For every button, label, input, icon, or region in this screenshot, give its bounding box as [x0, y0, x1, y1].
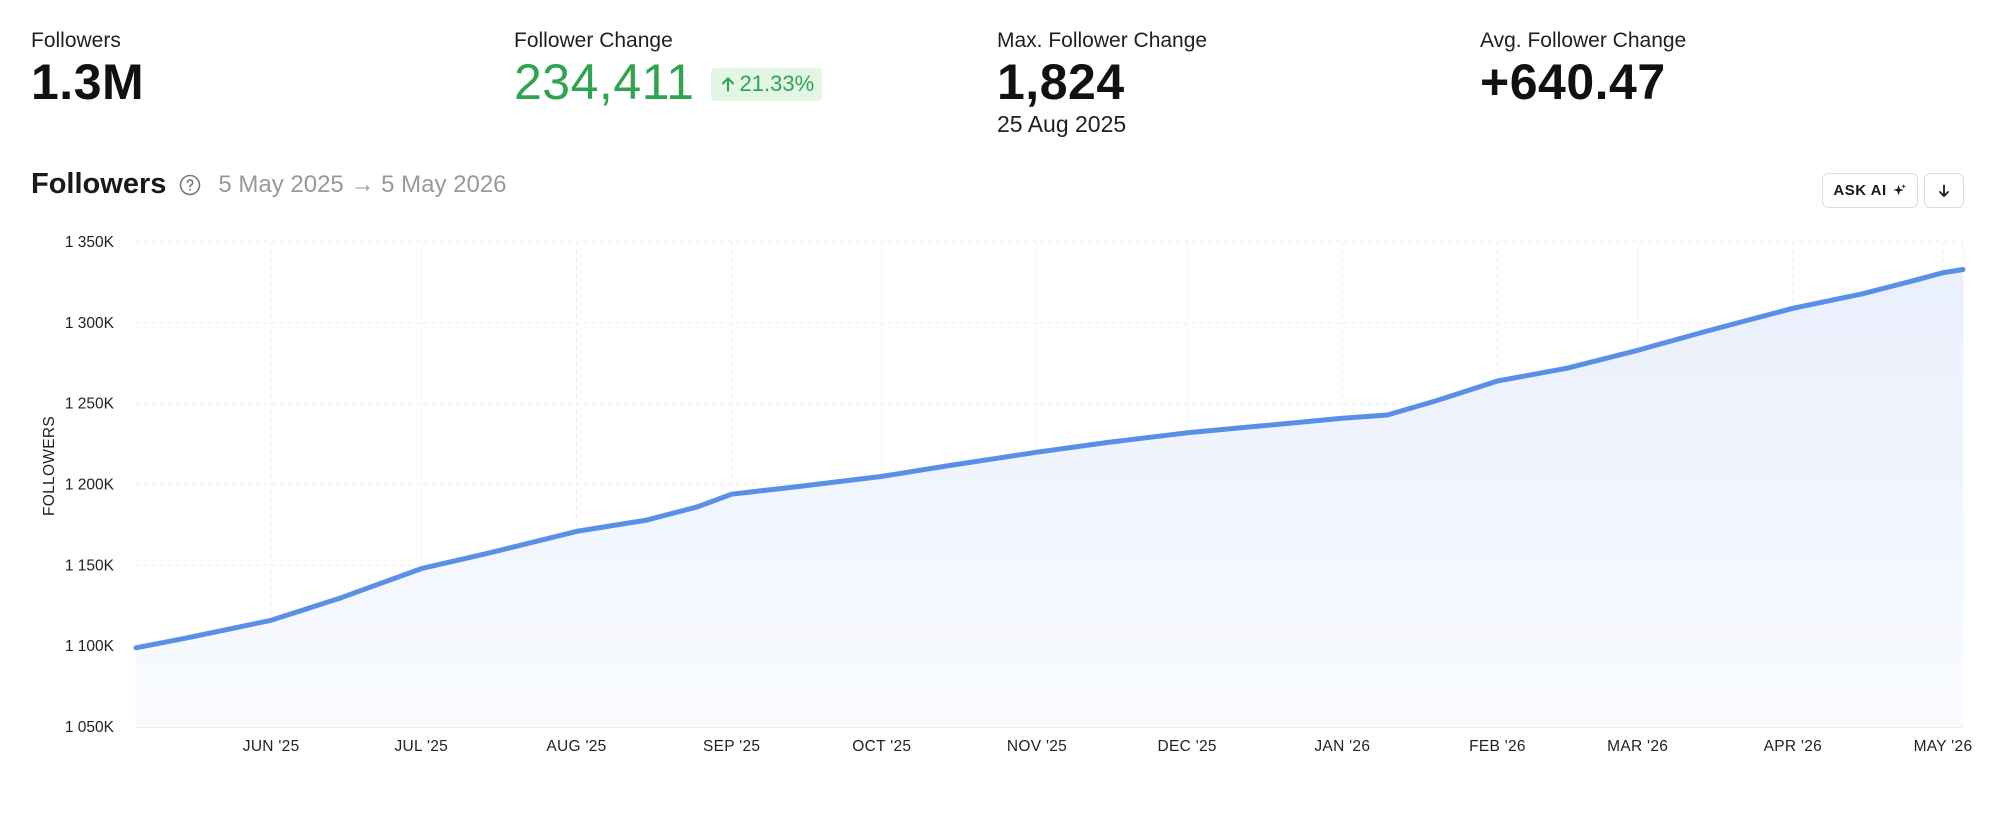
- stat-follower-change: Follower Change 234,411 21.33%: [514, 28, 823, 110]
- x-axis-ticks: JUN '25 JUL '25 AUG '25 SEP '25 OCT '25 NOV '…: [243, 738, 1973, 755]
- stat-followers: Followers 1.3M: [31, 28, 144, 110]
- x-tick-label: MAR '26: [1607, 738, 1668, 755]
- stat-avg-change-value: +640.47: [1480, 54, 1666, 110]
- arrow-up-icon: [721, 77, 734, 92]
- x-tick-label: OCT '25: [852, 738, 911, 755]
- sparkle-icon: [1893, 183, 1906, 196]
- y-axis-label: FOLLOWERS: [41, 416, 58, 516]
- stat-max-change-date: 25 Aug 2025: [997, 111, 1127, 137]
- ask-ai-button[interactable]: ASK AI: [1822, 173, 1918, 208]
- x-tick-label: APR '26: [1764, 738, 1822, 755]
- date-range: 5 May 2025 → 5 May 2026: [218, 170, 507, 198]
- change-percent-badge: 21.33%: [710, 67, 823, 101]
- x-tick-label: AUG '25: [546, 738, 606, 755]
- y-tick-label: 1 150K: [65, 557, 115, 574]
- x-tick-label: DEC '25: [1157, 738, 1216, 755]
- stat-follower-change-value: 234,411: [514, 54, 695, 110]
- y-tick-label: 1 200K: [65, 477, 115, 494]
- y-tick-label: 1 050K: [65, 719, 115, 736]
- stat-avg-change: Avg. Follower Change +640.47: [1480, 28, 1686, 110]
- line-layer: [133, 267, 1966, 651]
- help-circle-icon[interactable]: [178, 173, 202, 197]
- x-tick-label: JUN '25: [243, 738, 300, 755]
- stat-max-change: Max. Follower Change 1,824 25 Aug 2025: [997, 28, 1207, 138]
- followers-chart: 1 050K 1 100K 1 150K 1 200K 1 250K 1 300K 1 35…: [41, 234, 1973, 755]
- chart-title: Followers: [31, 168, 167, 200]
- y-tick-label: 1 100K: [65, 638, 115, 655]
- change-percent-value: 21.33%: [739, 71, 815, 96]
- series-area: [136, 269, 1963, 727]
- stat-max-change-value: 1,824: [997, 54, 1125, 110]
- y-tick-label: 1 350K: [65, 234, 115, 251]
- ask-ai-label: ASK AI: [1833, 182, 1887, 199]
- stat-followers-label: Followers: [31, 29, 121, 52]
- x-tick-label: SEP '25: [703, 738, 760, 755]
- x-tick-label: JAN '26: [1314, 738, 1370, 755]
- stat-follower-change-label: Follower Change: [514, 29, 673, 52]
- series-line[interactable]: [133, 267, 1966, 651]
- stat-max-change-label: Max. Follower Change: [997, 29, 1208, 52]
- download-icon: [1939, 184, 1949, 197]
- area-layer: [136, 269, 1963, 727]
- y-tick-label: 1 250K: [65, 396, 115, 413]
- x-tick-label: NOV '25: [1007, 738, 1067, 755]
- stat-avg-change-label: Avg. Follower Change: [1480, 29, 1687, 52]
- x-tick-label: JUL '25: [395, 738, 449, 755]
- x-tick-label: FEB '26: [1469, 738, 1526, 755]
- y-axis-ticks: 1 050K 1 100K 1 150K 1 200K 1 250K 1 300K 1 35…: [65, 234, 115, 736]
- x-tick-label: MAY '26: [1914, 738, 1973, 755]
- download-button[interactable]: [1924, 173, 1964, 208]
- y-tick-label: 1 300K: [65, 315, 115, 332]
- stat-followers-value: 1.3M: [31, 54, 145, 110]
- chart-header: Followers 5 May 2025 → 5 May 2026: [31, 168, 507, 201]
